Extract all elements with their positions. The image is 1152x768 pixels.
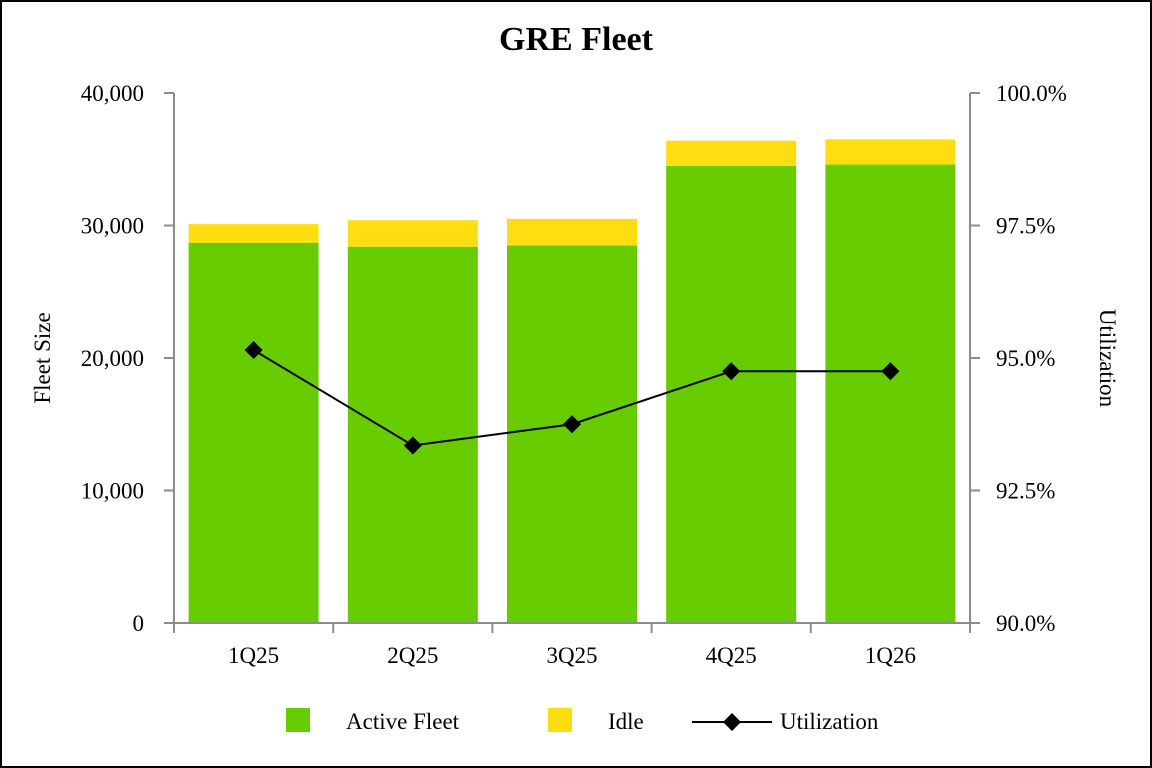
y2-tick-label: 95.0% (996, 346, 1055, 371)
bar-active-fleet-3q25 (507, 245, 637, 623)
legend-swatch-active-fleet (286, 708, 310, 732)
utilization-point-4q25 (722, 362, 741, 381)
legend-label-active-fleet: Active Fleet (346, 709, 460, 734)
bar-idle-2q25 (347, 220, 478, 247)
bar-active-fleet-4q25 (666, 165, 797, 623)
utilization-point-1q26 (881, 362, 900, 381)
utilization-point-2q25 (403, 436, 422, 455)
x-tick-label-3q25: 3Q25 (546, 643, 597, 668)
bar-idle-1q26 (825, 139, 956, 165)
bar-active-fleet-2q25 (347, 246, 478, 623)
x-tick-label-1q25: 1Q25 (228, 643, 279, 668)
y2-tick-label: 97.5% (996, 214, 1055, 239)
legend-swatch-idle (548, 708, 572, 732)
y-tick-label: 30,000 (81, 214, 144, 239)
utilization-line-group (244, 341, 900, 455)
y2-axis-label: Utilization (1095, 309, 1120, 408)
y-axis-label: Fleet Size (30, 312, 55, 403)
legend-marker-utilization (723, 713, 741, 731)
bar-active-fleet-1q25 (188, 242, 319, 623)
y2-tick-label: 90.0% (996, 611, 1055, 636)
utilization-point-3q25 (563, 415, 581, 434)
y-tick-label: 20,000 (81, 346, 144, 371)
y-tick-label: 0 (133, 611, 145, 636)
axes-group: 0 10,000 20,000 30,000 40,000 90.0% 92.5% 95.0%… (81, 81, 1067, 668)
x-tick-label-1q26: 1Q26 (865, 643, 916, 668)
x-tick-label-2q25: 2Q25 (387, 643, 438, 668)
chart-title: GRE Fleet (499, 21, 654, 58)
utilization-point-1q25 (244, 341, 263, 360)
bar-active-fleet-1q26 (825, 164, 956, 624)
y2-tick-label: 92.5% (996, 479, 1055, 504)
bar-group (188, 139, 956, 624)
bar-idle-4q25 (666, 140, 797, 166)
bar-idle-1q25 (188, 224, 319, 243)
bar-idle-3q25 (507, 218, 637, 246)
legend-label-utilization: Utilization (780, 709, 879, 734)
x-tick-label-4q25: 4Q25 (706, 643, 757, 668)
y-tick-label: 10,000 (81, 479, 144, 504)
legend-label-idle: Idle (608, 709, 644, 734)
y-tick-label: 40,000 (81, 81, 144, 106)
y2-tick-label: 100.0% (996, 81, 1067, 106)
legend: Active Fleet Idle Utilization (286, 708, 879, 734)
